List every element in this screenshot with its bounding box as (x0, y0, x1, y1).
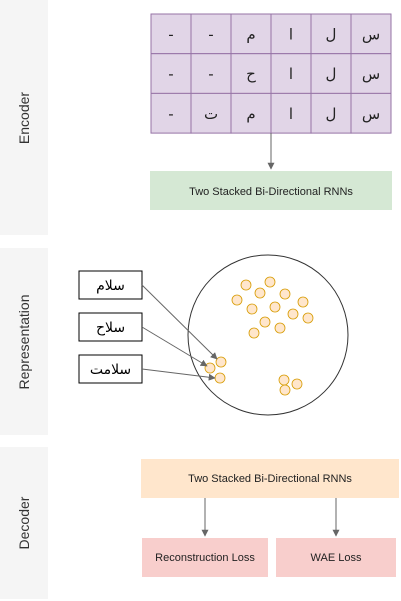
decoder-rnn-label: Two Stacked Bi-Directional RNNs (188, 473, 352, 485)
word-label-1: سلام (96, 278, 125, 294)
latent-point (231, 294, 243, 306)
encoder-lane (0, 0, 48, 235)
grid-cell-char: - (168, 65, 173, 83)
word-label-3: سلامت (90, 362, 131, 378)
latent-point (215, 356, 227, 368)
grid-cell-char: م (246, 25, 255, 43)
grid-cell (230, 92, 272, 134)
decoder-lane (0, 447, 48, 599)
wae-loss-label: WAE Loss (311, 552, 362, 564)
grid-cell-char: ل (326, 105, 337, 123)
latent-point (269, 301, 281, 313)
grid-cell-char: - (168, 105, 173, 123)
grid-cell (350, 92, 392, 134)
arrow-word-1 (141, 284, 218, 360)
grid-cell-char: - (208, 65, 213, 83)
latent-point (278, 374, 290, 386)
latent-point (246, 303, 258, 315)
word-box-2 (78, 312, 143, 342)
grid-cell-char: ح (246, 65, 256, 83)
latent-point (259, 316, 271, 328)
arrow-word-2 (141, 326, 208, 367)
encoder-char-grid: - - م ا ل س - - ح ا ل س - ت م ا ل س (150, 13, 392, 134)
grid-cell-char: - (168, 25, 173, 43)
latent-point (248, 327, 260, 339)
grid-cell-char: م (246, 105, 255, 123)
latent-space-circle (187, 254, 349, 416)
latent-point (254, 287, 266, 299)
grid-cell (310, 53, 352, 94)
grid-cell (310, 92, 352, 134)
word-label-2: سلاح (96, 320, 125, 336)
decoder-rnn-box (141, 459, 399, 498)
reconstruction-loss-box (142, 538, 268, 577)
grid-cell-char: س (362, 65, 380, 83)
reconstruction-loss-label: Reconstruction Loss (155, 552, 255, 564)
latent-point (279, 288, 291, 300)
latent-point (264, 276, 276, 288)
latent-point (274, 322, 286, 334)
latent-point (291, 378, 303, 390)
wae-loss-box (276, 538, 396, 577)
grid-cell-char: ا (289, 25, 293, 43)
arrow-word-3 (141, 368, 216, 381)
latent-point (240, 279, 252, 291)
grid-cell-char: ل (326, 25, 337, 43)
representation-lane (0, 248, 48, 435)
encoder-rnn-label: Two Stacked Bi-Directional RNNs (189, 186, 353, 198)
grid-cell-char: ت (204, 105, 218, 123)
encoder-rnn-box (150, 171, 392, 210)
grid-cell (230, 53, 272, 94)
grid-cell (150, 92, 192, 134)
grid-cell-char: س (362, 25, 380, 43)
latent-point (214, 372, 226, 384)
latent-point (279, 384, 291, 396)
grid-cell-char: - (208, 25, 213, 43)
latent-point (287, 308, 299, 320)
grid-cell (350, 53, 392, 94)
grid-cell (150, 53, 192, 94)
grid-cell-char: ل (326, 65, 337, 83)
latent-points (204, 276, 314, 396)
grid-cell (190, 53, 232, 94)
latent-point (204, 362, 216, 374)
grid-cell-char: ا (289, 105, 293, 123)
grid-cell (270, 92, 312, 134)
latent-point (297, 296, 309, 308)
grid-cell-char: ا (289, 65, 293, 83)
latent-point (302, 312, 314, 324)
grid-cell-char: س (362, 105, 380, 123)
